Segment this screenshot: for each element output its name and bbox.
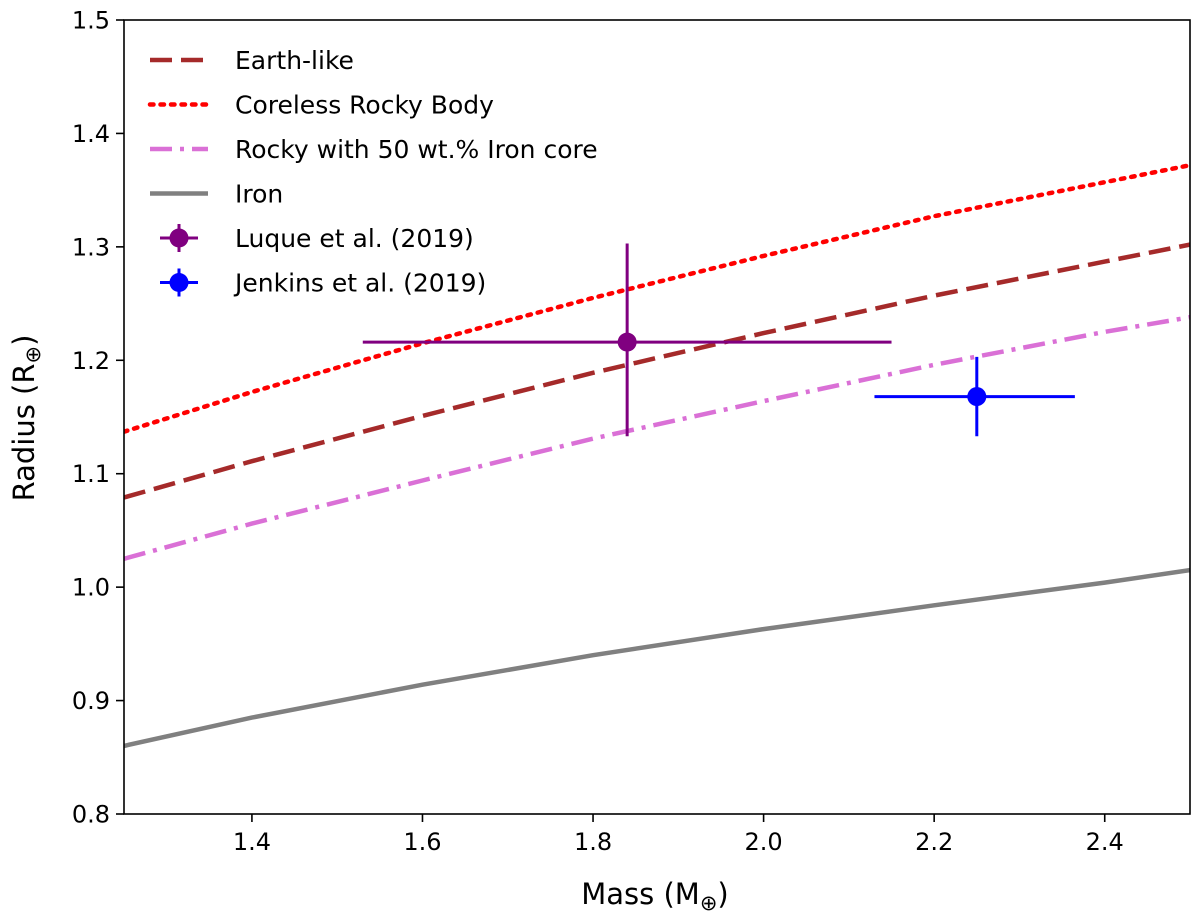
series-line-2 (124, 314, 1190, 561)
y-tick-label: 1.5 (72, 7, 110, 35)
model-curves (124, 162, 1190, 749)
x-tick-label: 2.0 (745, 828, 783, 856)
y-tick-label: 1.1 (72, 460, 110, 488)
y-axis-ticks: 0.8 0.9 1.0 1.1 1.2 1.3 1.4 1.5 (72, 7, 124, 829)
data-point-0 (362, 243, 892, 437)
legend-label: Earth-like (235, 46, 354, 75)
series-line-0 (124, 242, 1190, 500)
measurement-points (362, 243, 1075, 437)
legend-entry-0: Earth-like (150, 46, 354, 75)
y-tick-label: 1.2 (72, 347, 110, 375)
legend-entry-3: Iron (150, 180, 283, 209)
x-tick-label: 2.4 (1086, 828, 1124, 856)
legend-label: Rocky with 50 wt.% Iron core (235, 135, 598, 164)
legend-label: Coreless Rocky Body (235, 91, 494, 120)
y-tick-label: 1.3 (72, 233, 110, 261)
y-axis-label: Radius (R⊕) (7, 335, 45, 502)
legend-entry-1: Coreless Rocky Body (147, 91, 494, 120)
x-tick-label: 1.8 (574, 828, 612, 856)
x-axis-label: Mass (M⊕) (581, 877, 729, 915)
x-tick-label: 1.6 (403, 828, 441, 856)
data-point-1 (874, 356, 1075, 437)
legend-label: Jenkins et al. (2019) (233, 269, 486, 298)
point-marker (967, 387, 987, 407)
series-line-3 (124, 567, 1190, 749)
legend-label: Iron (235, 180, 283, 209)
point-marker (617, 332, 637, 352)
y-tick-label: 1.4 (72, 120, 110, 148)
y-tick-label: 0.9 (72, 687, 110, 715)
legend: Earth-like Coreless Rocky Body Rocky with … (147, 46, 598, 298)
x-tick-label: 1.4 (233, 828, 271, 856)
y-tick-label: 1.0 (72, 574, 110, 602)
series-line-1 (124, 162, 1190, 434)
plot-area (123, 19, 1191, 815)
legend-entry-2: Rocky with 50 wt.% Iron core (150, 135, 598, 164)
legend-entry-point-0: Luque et al. (2019) (160, 224, 474, 253)
y-tick-label: 0.8 (72, 801, 110, 829)
axes-frame (123, 19, 1191, 815)
legend-swatch-marker (169, 273, 189, 292)
legend-entry-point-1: Jenkins et al. (2019) (160, 268, 486, 298)
legend-label: Luque et al. (2019) (235, 224, 474, 253)
x-axis-ticks: 1.4 1.6 1.8 2.0 2.2 2.4 (233, 814, 1124, 856)
legend-swatch-marker (169, 228, 189, 248)
x-tick-label: 2.2 (915, 828, 953, 856)
